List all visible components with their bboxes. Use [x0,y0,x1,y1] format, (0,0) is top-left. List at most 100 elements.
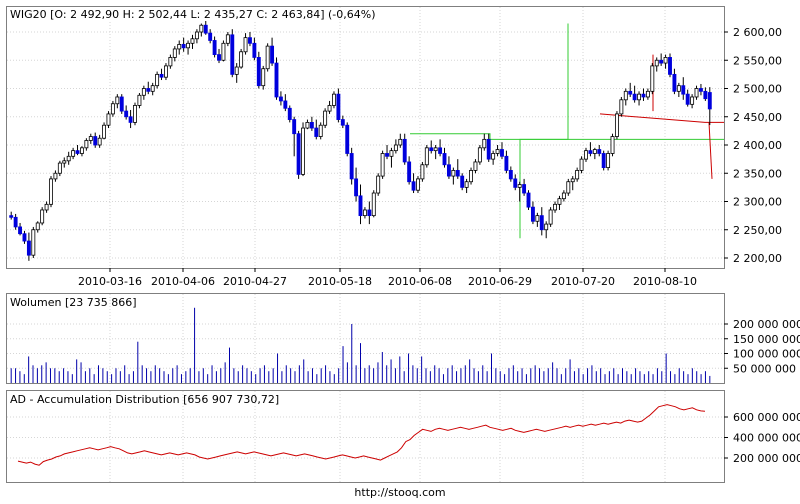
candle-body [473,161,478,171]
candle-body [362,209,367,217]
candle-body [265,45,270,70]
candle-body [252,42,257,58]
candle-body [358,195,363,217]
candle-body [544,223,549,231]
candle-body [248,37,252,44]
candle-body [44,203,49,211]
candle-body [420,164,425,180]
price-panel-frame [6,6,725,269]
candle-body [517,184,522,188]
candle-body [106,113,111,126]
candle-body [561,192,566,200]
candle-body [177,44,182,50]
candle-body [637,93,641,101]
candle-body [256,57,261,87]
candle-body [261,68,266,87]
candle-body [49,178,53,205]
price-x-tick-label: 2010-07-20 [551,275,615,288]
candle-body [385,153,389,157]
candle-body [685,93,690,105]
candle-body [278,96,283,102]
candle-body [469,170,473,183]
candle-body [402,138,407,163]
candle-body [22,233,27,242]
candle-body [97,137,102,146]
candle-body [446,164,451,177]
candle-body [530,206,535,222]
candle-body [124,110,129,118]
price-y-tick-label: 2 350,00 [733,167,782,180]
candle-body [455,170,460,177]
volume-grid [7,294,724,383]
candle-body [345,124,350,154]
candle-body [477,147,482,163]
candle-body [26,240,31,256]
candle-body [71,150,76,157]
candle-body [137,94,142,106]
candle-body [283,100,288,109]
candle-body [504,155,509,171]
candle-body [332,93,336,106]
candle-body [522,184,527,194]
candle-body [566,181,571,194]
candle-body [128,116,133,123]
candle-body [150,85,155,92]
candle-body [168,57,173,67]
candle-body [575,170,580,180]
candle-body [296,133,301,175]
red-overlay-line [599,113,724,123]
candle-body [309,122,314,129]
price-grid [7,7,724,268]
green-support-line [410,133,724,140]
ad-line [17,404,706,466]
volume-y-tick-label: 100 000 000 [733,348,800,361]
candle-body [305,122,310,129]
candle-body [110,103,115,115]
candle-body [659,59,664,64]
candle-body [486,138,491,160]
candle-body [424,147,429,166]
candle-body [199,24,204,33]
candle-body [35,222,40,231]
candle-body [632,93,637,101]
ad-y-tick-label: 200 000 000 [733,452,800,465]
volume-title: Wolumen [23 735 866] [10,296,137,309]
candle-body [464,181,469,188]
candle-body [239,51,244,68]
candle-body [354,178,359,197]
price-y-tick-label: 2 600,00 [733,26,782,39]
candle-body [190,38,195,44]
candle-body [230,34,235,75]
candle-body [460,175,465,188]
price-y-tick-label: 2 450,00 [733,111,782,124]
ad-line-group [17,404,706,466]
candle-body [270,45,275,64]
candle-body [164,65,168,78]
candle-body [371,192,376,217]
candle-body [217,54,221,61]
footer-url: http://stooq.com [354,486,445,499]
ad-grid [7,391,724,482]
candle-body [376,175,381,194]
price-x-tick-label: 2010-04-06 [151,275,215,288]
candle-body [433,147,438,152]
candle-body [398,138,403,146]
candle-body [274,62,279,98]
candle-body [102,124,107,139]
candle-body [225,34,230,44]
ad-y-ticks: 600 000 000 400 000 000 200 000 000 [724,411,800,465]
candle-body [694,88,699,98]
ad-y-tick-label: 400 000 000 [733,432,800,445]
candle-body [62,160,67,164]
candle-body [146,88,151,92]
candle-body [592,149,597,154]
price-y-tick-label: 2 400,00 [733,139,782,152]
candle-body [526,192,531,208]
candle-body [172,48,177,58]
candle-body [186,42,191,49]
candle-body [75,150,80,154]
candle-body [80,147,84,154]
candle-body [650,65,655,92]
candle-body [553,203,557,211]
candle-body [628,90,633,95]
